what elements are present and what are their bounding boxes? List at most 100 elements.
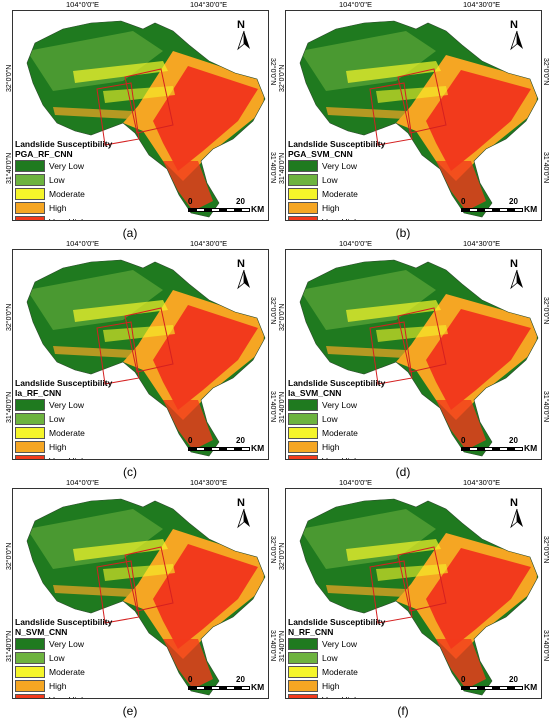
north-arrow: N	[503, 19, 531, 51]
lon-label-east: 104°30'0"E	[463, 0, 501, 9]
lon-label-west: 104°0'0"E	[66, 0, 99, 9]
north-label: N	[510, 258, 518, 270]
north-arrow-icon	[510, 269, 523, 290]
scale-zero-label: 0	[188, 197, 193, 206]
scale-bar-graphic	[188, 447, 250, 451]
lat-label-right-south: 31°40'0"N	[542, 630, 549, 662]
north-arrow-icon	[510, 508, 523, 529]
scale-max-label: 20	[236, 197, 245, 206]
north-label: N	[237, 258, 245, 270]
legend-item: High	[15, 440, 147, 454]
legend-item: High	[15, 201, 147, 215]
legend-item: Very Low	[15, 398, 147, 412]
zone-moderate	[376, 325, 448, 342]
map-frame: N Landslide Susceptibility Ia_RF_CNN Very L…	[12, 249, 269, 460]
north-arrow: N	[503, 497, 531, 529]
legend: Landslide Susceptibility PGA_SVM_CNN Very …	[288, 139, 420, 220]
legend-label: Very High	[322, 695, 359, 698]
legend-swatch	[288, 160, 318, 172]
map-panel: 104°0'0"E 104°30'0"E 32°0'0"N 31°40'0"N 32°0…	[279, 0, 550, 222]
zone-moderate	[73, 300, 168, 322]
study-area-box	[397, 546, 447, 612]
scale-max-label: 20	[509, 675, 518, 684]
legend-label: Low	[49, 414, 65, 424]
legend-item: Very Low	[15, 637, 147, 651]
legend: Landslide Susceptibility N_SVM_CNN Very Lo…	[15, 617, 147, 698]
study-area-box	[397, 307, 447, 373]
scale-zero-label: 0	[461, 675, 466, 684]
legend-label: Very High	[49, 695, 86, 698]
scale-max-label: 20	[236, 436, 245, 445]
legend-item: Very Low	[15, 159, 147, 173]
north-arrow-icon	[237, 30, 250, 51]
map-frame: N Landslide Susceptibility N_SVM_CNN Very L…	[12, 488, 269, 699]
legend-swatch	[288, 441, 318, 453]
north-label: N	[510, 19, 518, 31]
legend-label: Low	[49, 175, 65, 185]
legend-label: High	[322, 681, 340, 691]
legend-model-name: Ia_SVM_CNN	[288, 388, 342, 398]
lon-label-east: 104°30'0"E	[190, 0, 228, 9]
legend-label: Moderate	[322, 189, 358, 199]
legend-label: Low	[322, 653, 338, 663]
lon-label-east: 104°30'0"E	[190, 478, 228, 487]
study-area-box	[96, 321, 140, 385]
legend-item: Low	[15, 173, 147, 187]
lon-label-west: 104°0'0"E	[66, 478, 99, 487]
lon-label-west: 104°0'0"E	[339, 478, 372, 487]
legend-model-name: Ia_RF_CNN	[15, 388, 62, 398]
legend-label: High	[49, 681, 67, 691]
legend-swatch	[288, 202, 318, 214]
legend-swatch	[288, 694, 318, 698]
susceptibility-map	[299, 259, 539, 457]
legend-item: Very Low	[288, 398, 420, 412]
legend: Landslide Susceptibility Ia_SVM_CNN Very L…	[288, 378, 420, 459]
map-frame: N Landslide Susceptibility PGA_SVM_CNN Very…	[285, 10, 542, 221]
zone-moderate	[346, 300, 441, 322]
scale-unit-label: KM	[524, 443, 538, 453]
lat-label-right-north: 32°0'0"N	[269, 536, 276, 564]
study-area-box	[124, 307, 174, 373]
scale-bar-graphic	[188, 208, 250, 212]
scale-max-label: 20	[509, 436, 518, 445]
legend-item: Very Low	[288, 637, 420, 651]
study-area-box	[397, 68, 447, 134]
zone-very-high	[153, 544, 258, 649]
legend-swatch	[15, 188, 45, 200]
panel-caption: (a)	[122, 226, 138, 240]
lat-label-right-south: 31°40'0"N	[269, 391, 276, 423]
north-arrow-icon	[237, 269, 250, 290]
lon-label-east: 104°30'0"E	[463, 239, 501, 248]
scale-zero-label: 0	[461, 436, 466, 445]
legend-swatch	[288, 174, 318, 186]
map-frame: N Landslide Susceptibility Ia_SVM_CNN Very …	[285, 249, 542, 460]
legend-item: Moderate	[15, 187, 147, 201]
legend-item: Moderate	[288, 187, 420, 201]
zone-moderate	[73, 539, 168, 561]
scale-bar-graphic	[461, 686, 523, 690]
legend-title: Landslide Susceptibility	[288, 617, 386, 627]
north-arrow-icon	[510, 30, 523, 51]
legend-label: Low	[49, 653, 65, 663]
legend-swatch	[15, 413, 45, 425]
region-boundary	[299, 20, 539, 218]
legend-label: High	[322, 203, 340, 213]
zone-very-high-south	[163, 639, 213, 689]
lon-label-west: 104°0'0"E	[66, 239, 99, 248]
legend-item: Low	[15, 651, 147, 665]
scale-zero-label: 0	[188, 675, 193, 684]
legend-label: Very Low	[322, 400, 357, 410]
map-panel: 104°0'0"E 104°30'0"E 32°0'0"N 31°40'0"N 32°0…	[6, 239, 277, 461]
study-area-box	[369, 82, 413, 146]
legend-label: High	[49, 203, 67, 213]
north-arrow: N	[230, 19, 258, 51]
zone-moderate	[73, 61, 168, 83]
scale-bar-graphic	[461, 208, 523, 212]
legend-label: Moderate	[49, 667, 85, 677]
zone-high	[53, 107, 133, 119]
zone-moderate	[376, 86, 448, 103]
legend-item: Low	[15, 412, 147, 426]
legend-label: High	[322, 442, 340, 452]
scale-unit-label: KM	[251, 443, 265, 453]
legend-title: Landslide Susceptibility	[15, 378, 113, 388]
